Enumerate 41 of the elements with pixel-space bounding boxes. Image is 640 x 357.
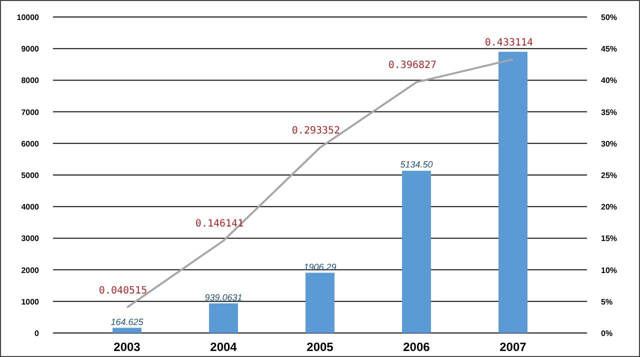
y2-tick-label: 20% bbox=[601, 202, 618, 212]
data-label: 0.146141 bbox=[195, 218, 244, 230]
bar bbox=[402, 170, 431, 333]
y-tick-label: 0 bbox=[34, 329, 40, 338]
data-label: 0.433114 bbox=[484, 37, 534, 48]
data-label: 5134.50 bbox=[400, 160, 433, 170]
bar bbox=[306, 272, 334, 333]
y-tick-label: 1000 bbox=[21, 297, 40, 306]
y-tick-label: 3000 bbox=[21, 234, 40, 244]
y-tick-label: 6000 bbox=[21, 139, 40, 148]
bar bbox=[112, 328, 142, 333]
y2-tick-label: 5% bbox=[601, 297, 613, 306]
y-tick-label: 9000 bbox=[21, 44, 40, 54]
y-tick-label: 4000 bbox=[21, 202, 40, 212]
data-label: 939.0631 bbox=[204, 292, 242, 302]
y2-tick-label: 35% bbox=[601, 108, 618, 117]
y2-tick-label: 10% bbox=[601, 266, 618, 275]
x-tick-label: 2006 bbox=[403, 340, 430, 354]
y-tick-label: 2000 bbox=[21, 266, 40, 275]
y-tick-label: 5000 bbox=[21, 171, 40, 180]
data-label: 164.625 bbox=[110, 316, 144, 327]
y2-tick-label: 45% bbox=[601, 44, 618, 54]
bar bbox=[209, 303, 238, 333]
y2-tick-label: 30% bbox=[601, 139, 618, 148]
x-tick-label: 2003 bbox=[114, 340, 141, 354]
y2-tick-label: 50% bbox=[601, 13, 618, 22]
data-label: 0.396827 bbox=[388, 60, 437, 72]
y-tick-label: 7000 bbox=[21, 108, 40, 117]
y-tick-label: 8000 bbox=[21, 76, 40, 86]
y2-tick-label: 40% bbox=[601, 76, 618, 86]
x-tick-label: 2004 bbox=[210, 340, 238, 354]
data-label: 0.040515 bbox=[98, 285, 148, 296]
y-tick-label: 10000 bbox=[16, 13, 40, 22]
data-label: 0.293352 bbox=[292, 126, 340, 137]
x-tick-label: 2007 bbox=[500, 340, 527, 354]
data-label: 1906.29 bbox=[304, 262, 336, 272]
bar bbox=[498, 52, 528, 333]
y2-tick-label: 25% bbox=[601, 171, 618, 180]
x-tick-label: 2005 bbox=[306, 340, 334, 354]
y2-tick-label: 15% bbox=[601, 234, 618, 244]
y2-tick-label: 0% bbox=[601, 329, 613, 338]
